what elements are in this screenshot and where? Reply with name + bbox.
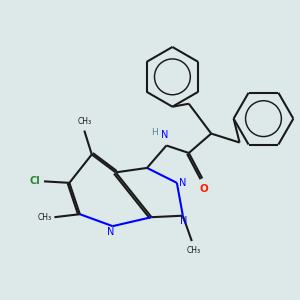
Text: N: N	[107, 226, 115, 236]
Text: N: N	[180, 216, 188, 226]
Text: CH₃: CH₃	[37, 213, 52, 222]
Text: N: N	[161, 130, 169, 140]
Text: N: N	[179, 178, 187, 188]
Text: H: H	[151, 128, 158, 137]
Text: CH₃: CH₃	[77, 117, 92, 126]
Text: O: O	[200, 184, 208, 194]
Text: CH₃: CH₃	[186, 247, 200, 256]
Text: Cl: Cl	[30, 176, 40, 186]
